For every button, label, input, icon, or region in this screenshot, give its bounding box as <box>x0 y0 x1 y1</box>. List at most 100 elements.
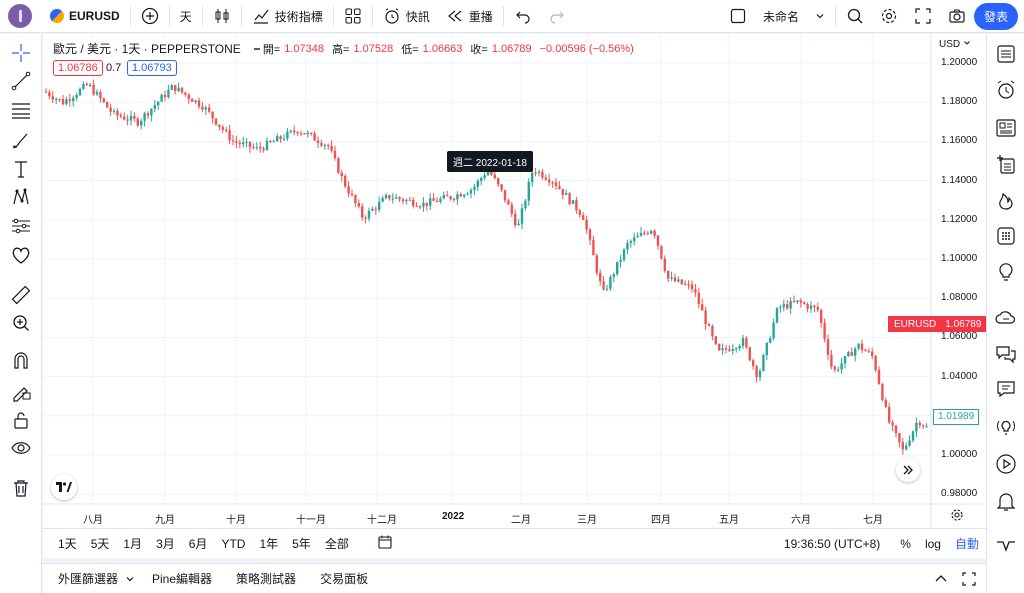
alert-button[interactable]: 快訊 <box>375 0 438 33</box>
lock-icon[interactable] <box>10 409 32 431</box>
candle-body <box>58 98 61 100</box>
fire-icon[interactable] <box>994 188 1018 212</box>
legend-title[interactable]: 歐元 / 美元 · 1天 · PEPPERSTONE <box>53 42 241 56</box>
date-range-button[interactable] <box>370 534 400 553</box>
layout-name-button[interactable]: 未命名 <box>755 0 807 33</box>
range-button[interactable]: 3月 <box>156 537 175 551</box>
time-axis-settings[interactable] <box>950 508 964 527</box>
search-button[interactable] <box>838 0 872 33</box>
redo-button[interactable] <box>540 0 574 33</box>
tab-pine-editor[interactable]: Pine編輯器 <box>152 572 213 586</box>
text-tool-icon[interactable] <box>10 158 32 180</box>
prediction-icon[interactable] <box>10 215 32 237</box>
candle-body <box>415 205 418 207</box>
magnet-icon[interactable] <box>10 350 32 372</box>
range-button[interactable]: YTD <box>221 536 246 551</box>
lightbulb-icon[interactable] <box>994 260 1018 284</box>
indicators-button[interactable]: 技術指標 <box>244 0 331 33</box>
price-chart[interactable] <box>43 34 986 528</box>
layout-dropdown-button[interactable] <box>807 0 833 33</box>
settings-button[interactable] <box>872 0 906 33</box>
sell-price-button[interactable]: 1.06786 <box>53 60 103 76</box>
symbol-label: EURUSD <box>69 9 120 23</box>
publish-button[interactable]: 發表 <box>973 2 1018 30</box>
range-button[interactable]: 1年 <box>259 537 279 551</box>
lock-drawing-icon[interactable] <box>10 380 32 402</box>
order-panel-icon[interactable] <box>994 534 1018 558</box>
candle-body <box>225 129 228 131</box>
percent-scale-toggle[interactable]: % <box>900 536 911 551</box>
cloud-chat-icon[interactable] <box>994 306 1018 330</box>
comment-icon[interactable] <box>994 377 1018 401</box>
candle-body <box>663 258 666 271</box>
price-tick-label: 0.98000 <box>941 488 978 500</box>
symbol-search-button[interactable]: EURUSD <box>42 0 128 33</box>
range-button[interactable]: 6月 <box>188 537 208 551</box>
legend-low: 1.06663 <box>422 42 463 55</box>
clock-timezone-button[interactable]: 19:36:50 (UTC+8) <box>783 536 881 551</box>
candle-body <box>289 130 292 132</box>
log-scale-toggle[interactable]: log <box>924 536 941 551</box>
price-tick-label: 1.16000 <box>941 135 978 147</box>
candle-body <box>874 356 877 370</box>
maximize-panel-icon[interactable] <box>962 571 976 586</box>
timeframe-bar: 1天 5天 1月 3月 6月 YTD 1年 5年 全部 19:36:50 (UTC+8) % l… <box>43 528 986 558</box>
layout-templates-button[interactable] <box>336 0 370 33</box>
candle-body <box>82 83 85 89</box>
compare-add-button[interactable] <box>133 0 167 33</box>
snapshot-button[interactable] <box>940 0 974 33</box>
candle-body <box>412 199 415 206</box>
fullscreen-button[interactable] <box>906 0 940 33</box>
tab-strategy-tester[interactable]: 策略測試器 <box>236 572 297 586</box>
collapse-legend-icon[interactable] <box>252 44 262 54</box>
candle-body <box>160 94 163 102</box>
crosshair-icon[interactable] <box>10 42 32 64</box>
layout-select-button[interactable] <box>721 0 755 33</box>
price-axis[interactable]: USD <box>931 34 986 528</box>
scroll-to-realtime-button[interactable] <box>896 458 920 482</box>
range-button[interactable]: 5天 <box>90 537 110 551</box>
news-icon[interactable] <box>994 116 1018 140</box>
heart-icon[interactable] <box>10 244 32 266</box>
zoom-in-icon[interactable] <box>10 312 32 334</box>
auto-scale-toggle[interactable]: 自動 <box>954 537 979 551</box>
chats-icon[interactable] <box>994 342 1018 366</box>
candle-body <box>327 144 330 146</box>
candle-body <box>123 116 126 120</box>
brush-icon[interactable] <box>10 129 32 151</box>
interval-button[interactable]: 天 <box>179 9 192 24</box>
calendar-icon[interactable] <box>994 224 1018 248</box>
chart-pane[interactable]: 歐元 / 美元 · 1天 · PEPPERSTONE 開= 1.07348 高= 1… <box>43 34 986 528</box>
ruler-icon[interactable] <box>10 284 32 306</box>
ideas-broadcast-icon[interactable] <box>994 414 1018 438</box>
currency-selector[interactable]: USD <box>939 39 971 50</box>
candle-body <box>565 193 568 195</box>
chevron-down-icon[interactable] <box>125 574 135 584</box>
pattern-icon[interactable] <box>10 186 32 208</box>
fib-retracement-icon[interactable] <box>10 99 32 121</box>
tab-trading-panel[interactable]: 交易面板 <box>320 572 369 586</box>
user-avatar[interactable] <box>8 4 32 28</box>
streams-icon[interactable] <box>994 452 1018 476</box>
eye-icon[interactable] <box>10 437 32 459</box>
chevron-up-icon[interactable] <box>934 572 948 586</box>
trend-line-icon[interactable] <box>10 70 32 92</box>
notifications-bell-icon[interactable] <box>994 489 1018 513</box>
range-button[interactable]: 1月 <box>123 537 143 551</box>
replay-button[interactable]: 重播 <box>438 0 501 33</box>
watchlist-icon[interactable] <box>994 42 1018 66</box>
candle-body <box>765 342 768 356</box>
candle-body <box>789 300 792 309</box>
range-button[interactable]: 5年 <box>292 537 311 551</box>
candle-body <box>418 206 422 208</box>
trash-icon[interactable] <box>10 477 32 499</box>
range-button[interactable]: 1天 <box>58 537 77 551</box>
chart-type-button[interactable] <box>205 0 239 33</box>
buy-price-button[interactable]: 1.06793 <box>127 60 177 76</box>
add-list-icon[interactable] <box>994 152 1018 176</box>
undo-button[interactable] <box>506 0 540 33</box>
range-button[interactable]: 全部 <box>324 537 349 551</box>
tab-forex-screener[interactable]: 外匯篩選器 <box>58 572 119 586</box>
tradingview-logo[interactable] <box>51 474 77 500</box>
alerts-icon[interactable] <box>994 78 1018 102</box>
